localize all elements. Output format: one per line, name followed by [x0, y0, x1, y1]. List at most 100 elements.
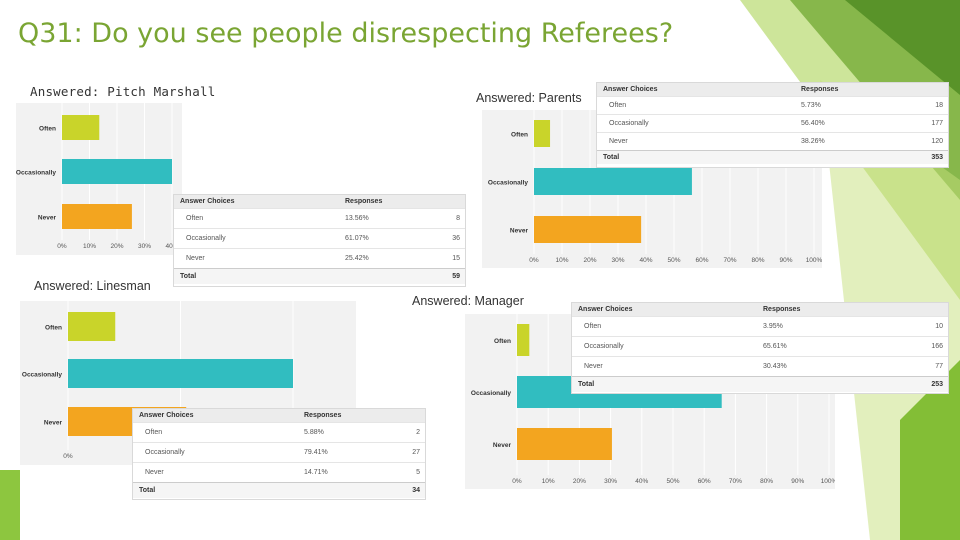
- chart-svg: 0% 10% 20% 30% 40% Often Occasionally Never: [16, 103, 179, 250]
- table-header: Answer Choices Responses: [174, 195, 465, 208]
- x-tick-label: 20%: [583, 257, 596, 264]
- total-label: Total: [603, 154, 620, 161]
- answer-choice: Occasionally: [584, 343, 624, 350]
- x-tick-label: 90%: [779, 257, 792, 264]
- x-tick-label: 10%: [83, 243, 96, 250]
- x-tick-label: 40%: [635, 478, 648, 485]
- total-label: Total: [578, 381, 595, 388]
- category-label-occasionally: Occasionally: [488, 180, 528, 187]
- total-count: 34: [412, 487, 420, 494]
- bar-often: [68, 312, 116, 341]
- table-row: Often 5.88% 2: [133, 422, 425, 442]
- x-tick-label: 70%: [729, 478, 742, 485]
- header-responses: Responses: [345, 198, 383, 205]
- table-pitch-marshall: Answer Choices Responses Often 13.56% 8 Occas…: [173, 194, 466, 287]
- panel-label-parents: Answered: Parents: [476, 91, 582, 105]
- table-row: Often 3.95% 10: [572, 316, 948, 336]
- response-count: 10: [935, 323, 943, 330]
- bar-occasionally: [68, 359, 293, 388]
- x-tick-label: 80%: [751, 257, 764, 264]
- response-count: 18: [935, 102, 943, 109]
- category-label-never: Never: [38, 215, 57, 222]
- x-tick-label: 0%: [57, 243, 67, 250]
- response-count: 8: [456, 215, 460, 222]
- answer-choice: Occasionally: [186, 235, 226, 242]
- response-count: 2: [416, 429, 420, 436]
- x-tick-label: 20%: [573, 478, 586, 485]
- x-tick-label: 10%: [555, 257, 568, 264]
- x-tick-label: 80%: [760, 478, 773, 485]
- x-tick-label: 50%: [667, 257, 680, 264]
- response-percent: 13.56%: [345, 215, 369, 222]
- table-total-row: Total 34: [133, 482, 425, 498]
- bar-never: [517, 428, 612, 460]
- x-tick-label: 0%: [63, 453, 73, 460]
- total-count: 253: [931, 381, 943, 388]
- table-header: Answer Choices Responses: [597, 83, 948, 96]
- table-row: Never 38.26% 120: [597, 132, 948, 150]
- x-tick-label: 40%: [639, 257, 652, 264]
- table-total-row: Total 353: [597, 150, 948, 164]
- bar-occasionally: [534, 168, 692, 195]
- header-answer-choices: Answer Choices: [578, 306, 633, 313]
- response-percent: 5.88%: [304, 429, 324, 436]
- table-linesman: Answer Choices Responses Often 5.88% 2 Occasi…: [132, 408, 426, 500]
- panel-label-manager: Answered: Manager: [412, 294, 524, 308]
- x-tick-label: 10%: [542, 478, 555, 485]
- bar-never: [534, 216, 642, 243]
- header-answer-choices: Answer Choices: [139, 412, 194, 419]
- table-header: Answer Choices Responses: [572, 303, 948, 316]
- table-total-row: Total 253: [572, 376, 948, 392]
- table-row: Often 13.56% 8: [174, 208, 465, 228]
- answer-choice: Often: [186, 215, 204, 222]
- answer-choice: Occasionally: [609, 120, 649, 127]
- x-tick-label: 100%: [821, 478, 835, 485]
- bar-often: [534, 120, 551, 147]
- answer-choice: Often: [145, 429, 163, 436]
- total-count: 59: [452, 273, 460, 280]
- header-answer-choices: Answer Choices: [603, 86, 658, 93]
- response-percent: 56.40%: [801, 120, 825, 127]
- x-tick-label: 30%: [611, 257, 624, 264]
- panel-label-linesman: Answered: Linesman: [34, 279, 151, 293]
- table-row: Often 5.73% 18: [597, 96, 948, 114]
- answer-choice: Never: [584, 363, 603, 370]
- response-count: 27: [412, 449, 420, 456]
- answer-choice: Often: [609, 102, 627, 109]
- bar-never: [62, 204, 132, 229]
- x-tick-label: 0%: [529, 257, 539, 264]
- answer-choice: Never: [145, 469, 164, 476]
- table-manager: Answer Choices Responses Often 3.95% 10 Occas…: [571, 302, 949, 394]
- response-count: 166: [931, 343, 943, 350]
- answer-choice: Often: [584, 323, 602, 330]
- category-label-occasionally: Occasionally: [16, 170, 56, 177]
- response-percent: 14.71%: [304, 469, 328, 476]
- category-label-never: Never: [44, 420, 63, 427]
- category-label-occasionally: Occasionally: [22, 372, 62, 379]
- table-row: Occasionally 65.61% 166: [572, 336, 948, 356]
- answer-choice: Never: [186, 255, 205, 262]
- total-count: 353: [931, 154, 943, 161]
- bar-often: [517, 324, 530, 356]
- category-label-never: Never: [510, 228, 529, 235]
- bar-often: [62, 115, 100, 140]
- response-count: 15: [452, 255, 460, 262]
- response-percent: 3.95%: [763, 323, 783, 330]
- table-row: Occasionally 56.40% 177: [597, 114, 948, 132]
- category-label-never: Never: [493, 442, 512, 449]
- panel-label-pitch-marshall: Answered: Pitch Marshall: [30, 84, 216, 99]
- category-label-often: Often: [39, 126, 56, 133]
- x-tick-label: 100%: [806, 257, 822, 264]
- category-label-often: Often: [511, 132, 528, 139]
- answer-choice: Never: [609, 138, 628, 145]
- category-label-occasionally: Occasionally: [471, 390, 511, 397]
- x-tick-label: 20%: [110, 243, 123, 250]
- x-tick-label: 50%: [666, 478, 679, 485]
- x-tick-label: 30%: [138, 243, 151, 250]
- response-percent: 65.61%: [763, 343, 787, 350]
- x-tick-label: 40%: [165, 243, 178, 250]
- table-header: Answer Choices Responses: [133, 409, 425, 422]
- chart-pitch-marshall: 0% 10% 20% 30% 40% Often Occasionally Never: [16, 103, 182, 255]
- response-percent: 38.26%: [801, 138, 825, 145]
- x-tick-label: 70%: [723, 257, 736, 264]
